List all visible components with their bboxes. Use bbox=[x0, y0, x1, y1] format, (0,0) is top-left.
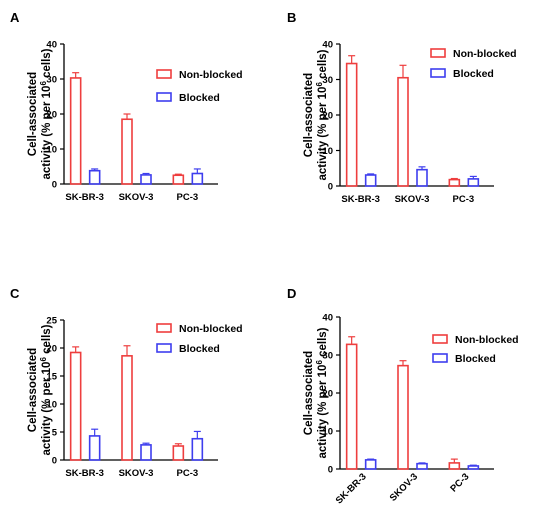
y-tick-label: 0 bbox=[52, 456, 57, 467]
legend-label: Non-blocked bbox=[179, 69, 243, 81]
legend-label: Non-blocked bbox=[453, 48, 517, 60]
bar-non-blocked-skov-3 bbox=[397, 364, 409, 470]
bar-blocked-pc-3 bbox=[191, 437, 204, 461]
bar-non-blocked-pc-3 bbox=[448, 462, 461, 470]
category-label: PC-3 bbox=[177, 192, 199, 203]
category-label: SK-BR-3 bbox=[65, 468, 104, 479]
y-tick-label: 0 bbox=[328, 182, 333, 193]
bar-blocked-skov-3 bbox=[416, 462, 428, 470]
bar-blocked-skov-3 bbox=[140, 174, 152, 185]
bar-non-blocked-sk-br-3 bbox=[345, 62, 358, 187]
bar-non-blocked-sk-br-3 bbox=[69, 77, 82, 185]
legend-swatch bbox=[430, 68, 446, 78]
category-label: SKOV-3 bbox=[395, 194, 430, 205]
category-label: SK-BR-3 bbox=[65, 192, 104, 203]
bar-blocked-pc-3 bbox=[467, 178, 480, 187]
category-label: PC-3 bbox=[448, 471, 471, 494]
y-tick-label: 40 bbox=[322, 313, 333, 324]
category-label: PC-3 bbox=[177, 468, 199, 479]
legend-label: Blocked bbox=[179, 343, 220, 355]
bar-non-blocked-skov-3 bbox=[397, 76, 409, 187]
legend-swatch bbox=[156, 323, 172, 333]
panel-letter: C bbox=[10, 286, 20, 301]
bar-non-blocked-skov-3 bbox=[121, 118, 133, 185]
y-tick-label: 20 bbox=[322, 111, 333, 122]
legend-label: Blocked bbox=[179, 92, 220, 104]
y-tick-label: 10 bbox=[46, 400, 57, 411]
bar-non-blocked-sk-br-3 bbox=[69, 351, 82, 461]
y-axis-label: Cell-associated activity (% per 106 cells… bbox=[303, 49, 329, 180]
bar-blocked-pc-3 bbox=[467, 465, 480, 470]
y-tick-label: 20 bbox=[322, 389, 333, 400]
legend-swatch bbox=[156, 343, 172, 353]
legend-label: Non-blocked bbox=[455, 334, 519, 346]
y-tick-label: 30 bbox=[46, 75, 57, 86]
bar-blocked-sk-br-3 bbox=[88, 435, 101, 461]
panel-letter: D bbox=[287, 286, 296, 301]
category-label: SK-BR-3 bbox=[334, 471, 369, 506]
legend-swatch bbox=[432, 334, 448, 344]
y-tick-label: 15 bbox=[46, 372, 57, 383]
y-tick-label: 5 bbox=[52, 428, 58, 439]
y-tick-label: 10 bbox=[46, 145, 57, 156]
bar-non-blocked-skov-3 bbox=[121, 355, 133, 461]
legend-label: Non-blocked bbox=[179, 323, 243, 335]
bar-blocked-sk-br-3 bbox=[364, 174, 377, 187]
category-label: SK-BR-3 bbox=[341, 194, 380, 205]
y-tick-label: 40 bbox=[46, 40, 57, 51]
y-axis-label: Cell-associated activity (% per 106 cells… bbox=[27, 48, 53, 179]
y-tick-label: 10 bbox=[322, 427, 333, 438]
legend-swatch bbox=[432, 353, 448, 363]
legend-label: Blocked bbox=[453, 68, 494, 80]
category-label: SKOV-3 bbox=[388, 471, 420, 503]
y-tick-label: 30 bbox=[322, 351, 333, 362]
bar-blocked-skov-3 bbox=[416, 168, 428, 187]
category-label: SKOV-3 bbox=[119, 468, 154, 479]
y-axis-label: Cell-associated activity (% per 106 cells… bbox=[27, 324, 53, 455]
bar-non-blocked-pc-3 bbox=[448, 178, 461, 187]
y-axis-label: Cell-associated activity (% per 106 cells… bbox=[303, 327, 329, 458]
category-label: SKOV-3 bbox=[119, 192, 154, 203]
y-tick-label: 40 bbox=[322, 40, 333, 51]
legend-swatch bbox=[430, 48, 446, 58]
bar-blocked-sk-br-3 bbox=[88, 169, 101, 185]
bar-non-blocked-pc-3 bbox=[172, 174, 185, 185]
category-label: PC-3 bbox=[453, 194, 475, 205]
panel-letter: A bbox=[10, 10, 20, 25]
legend-swatch bbox=[156, 92, 172, 102]
legend-label: Blocked bbox=[455, 353, 496, 365]
legend-swatch bbox=[156, 69, 172, 79]
y-tick-label: 10 bbox=[322, 146, 333, 157]
y-tick-label: 20 bbox=[46, 344, 57, 355]
bar-non-blocked-pc-3 bbox=[172, 445, 185, 461]
bar-blocked-skov-3 bbox=[140, 444, 152, 461]
y-tick-label: 30 bbox=[322, 75, 333, 86]
bar-non-blocked-sk-br-3 bbox=[345, 343, 358, 470]
panel-letter: B bbox=[287, 10, 296, 25]
bar-blocked-sk-br-3 bbox=[364, 459, 377, 470]
y-tick-label: 0 bbox=[52, 180, 57, 191]
y-tick-label: 0 bbox=[328, 465, 333, 476]
y-tick-label: 20 bbox=[46, 110, 57, 121]
bar-blocked-pc-3 bbox=[191, 172, 204, 185]
panel-d: D 0 10 20 30 40 Cell-associated activity (% per… bbox=[287, 286, 519, 506]
y-tick-label: 25 bbox=[46, 316, 57, 327]
